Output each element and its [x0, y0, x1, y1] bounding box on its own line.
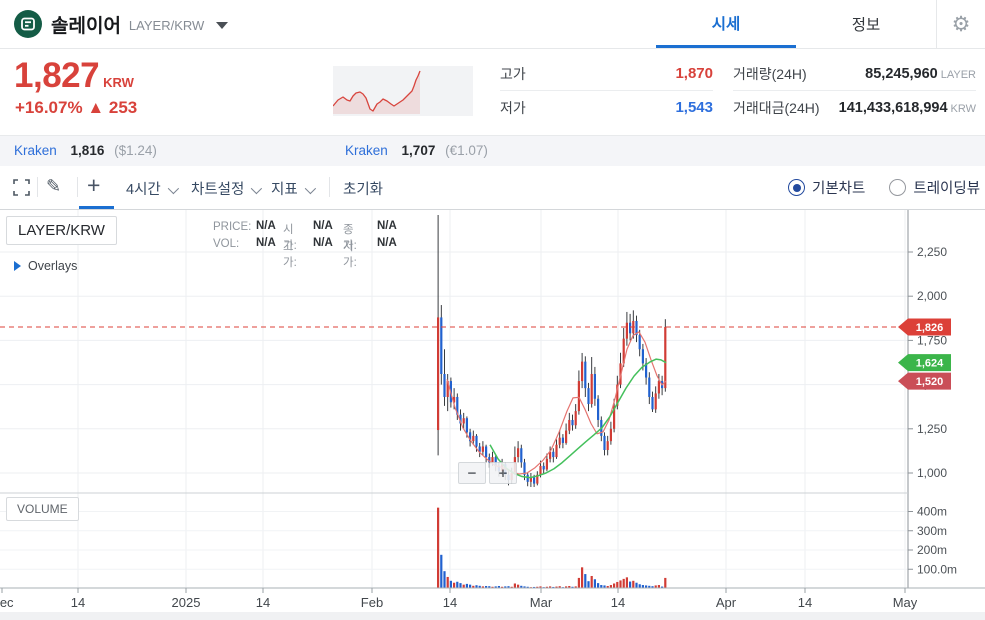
svg-text:1,750: 1,750 [917, 333, 947, 347]
svg-text:14: 14 [798, 595, 812, 610]
current-price: 1,827 KRW [14, 56, 134, 96]
add-indicator-plus-icon[interactable]: + [87, 172, 101, 198]
svg-text:1,826: 1,826 [916, 322, 944, 334]
radio-basic-chart[interactable]: 기본차트 [788, 177, 865, 198]
coin-pair: LAYER/KRW [128, 18, 205, 33]
price-change: +16.07% ▲ 253 [15, 98, 137, 118]
turnover-row: 거래대금(24H) 141,433,618,994 KRW [733, 90, 976, 124]
high-row: 고가 1,870 [500, 57, 713, 90]
indicators-dropdown[interactable]: 지표 [271, 178, 316, 199]
svg-text:100.0m: 100.0m [917, 562, 957, 576]
svg-text:2,000: 2,000 [917, 289, 947, 303]
svg-text:200m: 200m [917, 543, 947, 557]
coin-logo-icon [14, 10, 42, 38]
svg-text:2025: 2025 [172, 595, 201, 610]
svg-text:Mar: Mar [530, 595, 553, 610]
overlays-toggle[interactable]: Overlays [14, 259, 77, 273]
svg-text:14: 14 [256, 595, 270, 610]
reference-price: 1,816 [70, 143, 105, 158]
header: 솔레이어 LAYER/KRW 시세 정보 ⚙ [0, 0, 985, 49]
reference-converted: ($1.24) [114, 143, 157, 158]
reference-price: 1,707 [401, 143, 436, 158]
reference-price-bar: Kraken 1,816 ($1.24) Kraken 1,707 (€1.07… [0, 135, 985, 167]
exchange-link[interactable]: Kraken [14, 143, 57, 158]
turnover-unit: KRW [950, 102, 976, 115]
fullscreen-icon[interactable] [13, 179, 30, 196]
high-label: 고가 [500, 65, 526, 82]
svg-text:May: May [893, 595, 918, 610]
svg-text:1,520: 1,520 [916, 376, 944, 388]
svg-text:Apr: Apr [716, 595, 737, 610]
svg-text:14: 14 [71, 595, 85, 610]
change-percent: +16.07% [15, 98, 83, 117]
chart-symbol-label: LAYER/KRW [6, 216, 117, 245]
svg-text:1,624: 1,624 [916, 358, 944, 370]
svg-text:Feb: Feb [361, 595, 383, 610]
svg-text:14: 14 [611, 595, 625, 610]
tab-info[interactable]: 정보 [851, 17, 881, 34]
expand-triangle-icon [14, 261, 21, 271]
settings-gear-icon[interactable]: ⚙ [936, 0, 985, 48]
chart-type-switch: 기본차트 트레이딩뷰 [788, 177, 980, 198]
volume-unit: LAYER [940, 68, 976, 81]
low-value: 1,543 [675, 99, 713, 116]
svg-text:14: 14 [443, 595, 457, 610]
interval-dropdown[interactable]: 4시간 [126, 178, 179, 199]
chart-settings-dropdown[interactable]: 차트설정 [191, 178, 263, 199]
tab-market-price[interactable]: 시세 [656, 0, 796, 48]
svg-text:1,250: 1,250 [917, 422, 947, 436]
turnover-label: 거래대금(24H) [733, 99, 820, 116]
chart-zoom-controls: − + [458, 462, 517, 484]
exchange-link[interactable]: Kraken [345, 143, 388, 158]
low-row: 저가 1,543 [500, 90, 713, 124]
radio-unselected-icon [889, 179, 907, 196]
low-label: 저가 [500, 99, 526, 116]
volume-value: 85,245,960 [865, 65, 938, 82]
sparkline-chart [333, 66, 473, 116]
zoom-out-button[interactable]: − [458, 462, 486, 484]
coin-dropdown-caret-icon[interactable] [216, 22, 229, 29]
high-value: 1,870 [675, 65, 713, 82]
active-tool-underline [79, 206, 114, 209]
zoom-in-button[interactable]: + [489, 462, 517, 484]
reference-kraken-eur: Kraken 1,707 (€1.07) [345, 143, 488, 158]
svg-text:Dec: Dec [0, 595, 14, 610]
svg-text:2,250: 2,250 [917, 245, 947, 259]
volume-stats: 거래량(24H) 85,245,960 LAYER 거래대금(24H) 141,4… [733, 57, 976, 124]
svg-text:400m: 400m [917, 505, 947, 519]
radio-tradingview[interactable]: 트레이딩뷰 [889, 177, 980, 198]
volume-row: 거래량(24H) 85,245,960 LAYER [733, 57, 976, 90]
reference-kraken-usd: Kraken 1,816 ($1.24) [14, 143, 157, 158]
coin-selector[interactable]: 솔레이어 LAYER/KRW [0, 0, 656, 48]
chevron-down-icon [304, 182, 316, 195]
draw-pencil-icon[interactable]: ✎ [46, 176, 62, 196]
chevron-down-icon [167, 182, 179, 195]
up-arrow-icon: ▲ [87, 98, 105, 117]
price-value: 1,827 [14, 56, 100, 95]
turnover-value: 141,433,618,994 [838, 99, 948, 116]
main-price-chart[interactable]: 2,2502,0001,7501,5001,2501,000400m300m20… [0, 210, 985, 620]
reset-button[interactable]: 초기화 [343, 182, 384, 198]
volume-label: 거래량(24H) [733, 65, 807, 82]
high-low-stats: 고가 1,870 저가 1,543 [500, 57, 713, 124]
svg-text:1,000: 1,000 [917, 466, 947, 480]
coin-name: 솔레이어 [51, 15, 121, 37]
svg-text:300m: 300m [917, 524, 947, 538]
change-amount: 253 [108, 98, 138, 117]
volume-pane-label: VOLUME [6, 497, 79, 521]
chevron-down-icon [251, 182, 263, 195]
price-currency: KRW [103, 75, 134, 90]
radio-selected-icon [788, 179, 805, 196]
reference-converted: (€1.07) [445, 143, 488, 158]
chart-toolbar: ✎ + 4시간 차트설정 지표 초기화 기본차트 트레이딩뷰 [0, 166, 985, 210]
